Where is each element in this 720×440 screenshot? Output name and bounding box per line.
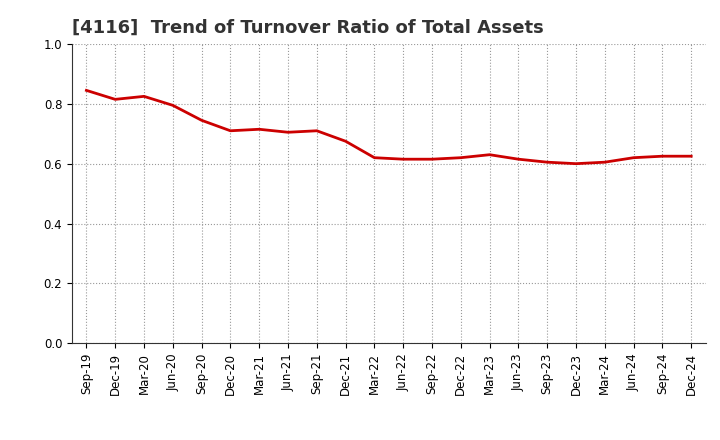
Text: [4116]  Trend of Turnover Ratio of Total Assets: [4116] Trend of Turnover Ratio of Total …: [72, 19, 544, 37]
